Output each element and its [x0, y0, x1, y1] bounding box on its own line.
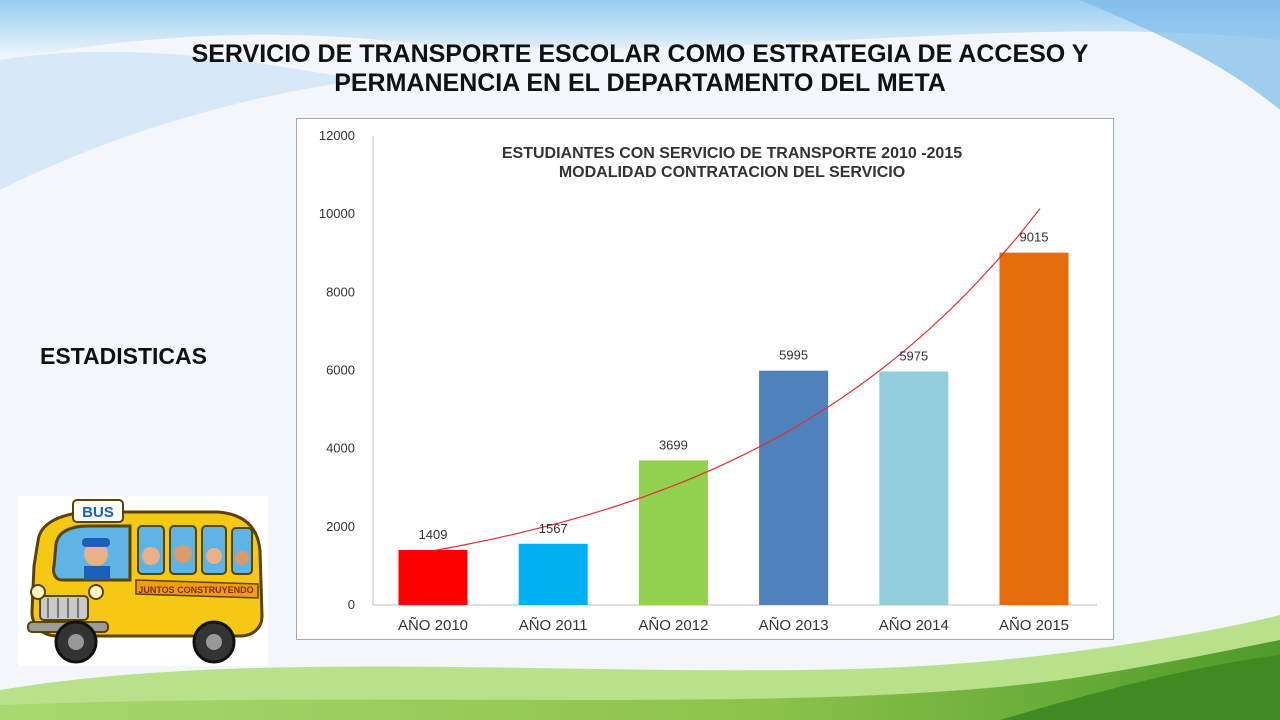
bar-2014 — [879, 371, 949, 605]
slide-title: SERVICIO DE TRANSPORTE ESCOLAR COMO ESTR… — [100, 40, 1180, 98]
section-label: ESTADISTICAS — [40, 343, 207, 369]
y-tick-label: 8000 — [326, 284, 355, 299]
x-tick-label: AÑO 2013 — [759, 617, 829, 634]
sky-wave-right — [1080, 0, 1280, 110]
hill-dark — [1000, 655, 1280, 720]
y-tick-label: 0 — [348, 597, 355, 612]
chart-frame: ESTUDIANTES CON SERVICIO DE TRANSPORTE 2… — [296, 118, 1114, 640]
x-tick-label: AÑO 2012 — [638, 617, 708, 634]
x-tick-label: AÑO 2015 — [999, 617, 1069, 634]
data-label: 3699 — [659, 437, 688, 452]
data-label: 1567 — [539, 521, 568, 536]
slide-title-line1: SERVICIO DE TRANSPORTE ESCOLAR COMO ESTR… — [191, 40, 1089, 68]
data-label: 5995 — [779, 348, 808, 363]
y-tick-label: 4000 — [326, 441, 355, 456]
y-tick-label: 2000 — [326, 519, 355, 534]
bar-2013 — [759, 370, 829, 605]
bar-2012 — [638, 460, 708, 605]
data-label: 5975 — [899, 348, 928, 363]
data-label: 9015 — [1020, 230, 1049, 245]
sky-wave-left — [0, 51, 360, 190]
chart-labels: 1409 AÑO 2010 1567 AÑO 2011 3699 AÑO 2012 5995… — [398, 230, 1069, 634]
bar-2015 — [999, 252, 1069, 605]
chart-title-line2: MODALIDAD CONTRATACION DEL SERVICIO — [559, 164, 905, 181]
x-tick-label: AÑO 2010 — [398, 617, 468, 634]
slide-title-line2: PERMANENCIA EN EL DEPARTAMENTO DEL META — [334, 69, 946, 97]
x-tick-label: AÑO 2011 — [519, 617, 588, 634]
school-bus-icon: BUS JUNTOS CONSTRUYENDO — [27, 499, 264, 664]
y-tick-label: 10000 — [319, 206, 355, 221]
chart-title-line1: ESTUDIANTES CON SERVICIO DE TRANSPORTE 2… — [502, 145, 962, 162]
y-tick-label: 6000 — [326, 363, 355, 378]
chart-axes: 0 2000 4000 6000 8000 10000 12000 — [319, 128, 1097, 612]
chart-trendline-group — [432, 208, 1041, 552]
sky-wave-top — [0, 0, 1280, 60]
y-tick-label: 12000 — [319, 128, 355, 143]
chart-bars — [398, 252, 1069, 605]
bar-2010 — [398, 549, 468, 605]
bus-sign-text: BUS — [82, 504, 114, 521]
bus-banner-text: JUNTOS CONSTRUYENDO — [138, 585, 253, 595]
hill-front — [0, 640, 1280, 720]
bar-chart: ESTUDIANTES CON SERVICIO DE TRANSPORTE 2… — [319, 128, 1097, 634]
bar-2011 — [518, 543, 588, 605]
x-tick-label: AÑO 2014 — [879, 617, 949, 634]
data-label: 1409 — [419, 527, 448, 542]
trendline — [432, 208, 1041, 552]
bus-illustration: BUS JUNTOS CONSTRUYENDO — [18, 496, 268, 666]
